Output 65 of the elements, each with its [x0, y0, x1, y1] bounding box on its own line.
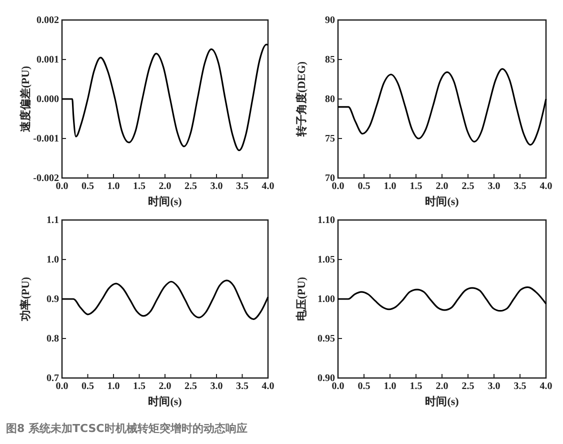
x-tick-label: 2.0 [436, 181, 448, 192]
x-tick-label: 3.0 [210, 181, 223, 192]
x-tick-label: 1.5 [410, 381, 422, 392]
y-axis-title: 功率(PU) [19, 276, 32, 322]
line-series [337, 286, 547, 312]
x-tick-label: 3.0 [488, 181, 500, 192]
x-axis-title: 时间(s) [425, 395, 460, 408]
line-series [337, 68, 547, 146]
x-tick-label: 4.0 [540, 181, 552, 192]
x-tick-label: 2.5 [184, 181, 197, 192]
x-tick-label: 1.0 [107, 381, 120, 392]
x-tick-label: 0.5 [358, 381, 370, 392]
y-tick-label: 0.000 [36, 94, 59, 106]
x-tick-label: 0.0 [332, 181, 344, 192]
x-tick-label: 4.0 [540, 381, 552, 392]
x-tick-label: 3.5 [236, 181, 248, 192]
x-tick-label: 1.5 [410, 181, 422, 192]
x-tick-label: 0.5 [82, 381, 94, 392]
y-tick-label: 75 [325, 134, 335, 145]
y-tick-label: 1.00 [318, 294, 335, 306]
x-axis-title: 时间(s) [425, 195, 460, 208]
line-series [61, 44, 269, 152]
x-tick-label: 1.0 [384, 181, 396, 192]
x-tick-label: 3.5 [514, 181, 526, 192]
y-tick-label: 1.05 [318, 254, 335, 266]
x-tick-label: 2.5 [184, 381, 197, 392]
x-tick-label: 0.5 [358, 181, 370, 192]
y-tick-label: 0.9 [46, 294, 59, 306]
y-tick-label: 1.1 [46, 215, 59, 226]
x-tick-label: 1.0 [384, 381, 396, 392]
x-tick-label: 2.0 [158, 381, 172, 392]
y-tick-label: 1.0 [46, 254, 59, 266]
x-tick-label: 2.0 [158, 181, 172, 192]
x-tick-label: 4.0 [262, 181, 274, 192]
y-axis-title: 速度偏差(PU) [19, 66, 32, 133]
y-axis-title: 转子角度(DEG) [295, 61, 308, 138]
y-tick-label: 80 [325, 94, 335, 106]
x-tick-label: 3.5 [236, 381, 248, 392]
x-tick-label: 3.0 [488, 381, 500, 392]
x-tick-label: 2.0 [436, 381, 448, 392]
x-axis-title: 时间(s) [148, 395, 182, 408]
x-tick-label: 0.0 [56, 381, 68, 392]
caption: 图8 系统未加TCSC时机械转矩突增时的动态响应 [6, 422, 248, 435]
y-tick-label: 0.002 [36, 15, 59, 26]
y-tick-label: 0.95 [318, 334, 335, 345]
y-tick-label: 85 [325, 54, 335, 66]
x-tick-label: 1.5 [133, 381, 146, 392]
x-tick-label: 3.0 [210, 381, 223, 392]
y-tick-label: 90 [325, 15, 335, 26]
y-tick-label: 1.10 [318, 215, 335, 226]
x-tick-label: 0.5 [82, 181, 94, 192]
x-tick-label: 4.0 [262, 381, 274, 392]
x-tick-label: 1.5 [133, 181, 146, 192]
y-tick-label: 0.8 [46, 334, 59, 345]
y-axis-title: 电压(PU) [295, 276, 308, 321]
y-tick-label: 0.001 [36, 54, 59, 66]
x-tick-label: 2.5 [462, 381, 474, 392]
x-tick-label: 0.0 [56, 181, 68, 192]
line-series [61, 280, 269, 320]
x-axis-title: 时间(s) [148, 195, 182, 208]
x-tick-label: 2.5 [462, 181, 474, 192]
y-tick-label: -0.001 [33, 134, 59, 145]
x-tick-label: 3.5 [514, 381, 526, 392]
x-tick-label: 1.0 [107, 181, 120, 192]
x-tick-label: 0.0 [332, 381, 344, 392]
